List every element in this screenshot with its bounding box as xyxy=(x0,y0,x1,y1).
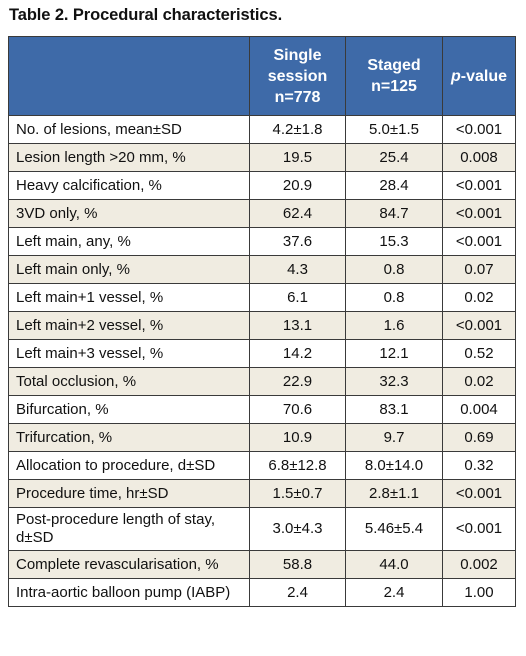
p-value-cell: <0.001 xyxy=(442,227,516,256)
single-session-cell: 3.0±4.3 xyxy=(249,507,346,551)
single-session-cell: 6.8±12.8 xyxy=(249,451,346,480)
table-row: Left main+3 vessel, % 14.2 12.1 0.52 xyxy=(8,339,516,368)
single-session-cell: 19.5 xyxy=(249,143,346,172)
p-value-cell: <0.001 xyxy=(442,507,516,551)
single-session-cell: 20.9 xyxy=(249,171,346,200)
table-row: Heavy calcification, % 20.9 28.4 <0.001 xyxy=(8,171,516,200)
staged-cell: 1.6 xyxy=(345,311,443,340)
single-session-cell: 1.5±0.7 xyxy=(249,479,346,508)
header-empty-cell xyxy=(8,36,250,116)
header-single-session: Single session n=778 xyxy=(249,36,346,116)
header-p-value: p-value xyxy=(442,36,516,116)
staged-cell: 0.8 xyxy=(345,283,443,312)
p-value-cell: 0.07 xyxy=(442,255,516,284)
table-row: Left main only, % 4.3 0.8 0.07 xyxy=(8,255,516,284)
row-label-cell: Procedure time, hr±SD xyxy=(8,479,250,508)
staged-cell: 15.3 xyxy=(345,227,443,256)
row-label-cell: 3VD only, % xyxy=(8,199,250,228)
p-value-cell: 0.52 xyxy=(442,339,516,368)
row-label-cell: No. of lesions, mean±SD xyxy=(8,115,250,144)
header-single-line1: Single xyxy=(273,46,322,64)
p-value-cell: 0.32 xyxy=(442,451,516,480)
table-row: Post-procedure length of stay, d±SD 3.0±4… xyxy=(8,507,516,551)
table-title: Table 2. Procedural characteristics. xyxy=(9,6,283,24)
staged-cell: 2.8±1.1 xyxy=(345,479,443,508)
single-session-cell: 4.3 xyxy=(249,255,346,284)
table-row: Left main+2 vessel, % 13.1 1.6 <0.001 xyxy=(8,311,516,340)
table-row: 3VD only, % 62.4 84.7 <0.001 xyxy=(8,199,516,228)
p-value-cell: 0.008 xyxy=(442,143,516,172)
procedural-characteristics-table: Single session n=778 Staged n=125 p-valu… xyxy=(8,36,516,607)
staged-cell: 8.0±14.0 xyxy=(345,451,443,480)
p-value-cell: <0.001 xyxy=(442,479,516,508)
single-session-cell: 22.9 xyxy=(249,367,346,396)
p-value-cell: <0.001 xyxy=(442,311,516,340)
table-row: Lesion length >20 mm, % 19.5 25.4 0.008 xyxy=(8,143,516,172)
staged-cell: 0.8 xyxy=(345,255,443,284)
p-value-cell: 0.02 xyxy=(442,367,516,396)
table-row: Complete revascularisation, % 58.8 44.0 0.0… xyxy=(8,550,516,579)
p-value-cell: <0.001 xyxy=(442,171,516,200)
row-label-cell: Intra-aortic balloon pump (IABP) xyxy=(8,578,250,607)
single-session-cell: 58.8 xyxy=(249,550,346,579)
row-label-cell: Heavy calcification, % xyxy=(8,171,250,200)
p-value-cell: <0.001 xyxy=(442,115,516,144)
row-label-cell: Left main+3 vessel, % xyxy=(8,339,250,368)
row-label-cell: Left main+1 vessel, % xyxy=(8,283,250,312)
staged-cell: 32.3 xyxy=(345,367,443,396)
single-session-cell: 13.1 xyxy=(249,311,346,340)
staged-cell: 44.0 xyxy=(345,550,443,579)
header-single-line2: session xyxy=(267,67,328,85)
table-row: Procedure time, hr±SD 1.5±0.7 2.8±1.1 <0.00… xyxy=(8,479,516,508)
p-value-cell: <0.001 xyxy=(442,199,516,228)
row-label-cell: Left main+2 vessel, % xyxy=(8,311,250,340)
single-session-cell: 10.9 xyxy=(249,423,346,452)
header-staged: Staged n=125 xyxy=(345,36,443,116)
staged-cell: 12.1 xyxy=(345,339,443,368)
table-row: No. of lesions, mean±SD 4.2±1.8 5.0±1.5 <0.… xyxy=(8,115,516,144)
header-single-line3: n=778 xyxy=(274,88,321,106)
row-label-cell: Left main, any, % xyxy=(8,227,250,256)
staged-cell: 9.7 xyxy=(345,423,443,452)
header-p-italic: p xyxy=(450,67,461,85)
staged-cell: 2.4 xyxy=(345,578,443,607)
table-row: Left main+1 vessel, % 6.1 0.8 0.02 xyxy=(8,283,516,312)
p-value-cell: 0.02 xyxy=(442,283,516,312)
table-row: Total occlusion, % 22.9 32.3 0.02 xyxy=(8,367,516,396)
table-header-row: Single session n=778 Staged n=125 p-valu… xyxy=(8,36,516,116)
row-label-cell: Post-procedure length of stay, d±SD xyxy=(8,507,250,551)
row-label-cell: Complete revascularisation, % xyxy=(8,550,250,579)
table-row: Left main, any, % 37.6 15.3 <0.001 xyxy=(8,227,516,256)
single-session-cell: 70.6 xyxy=(249,395,346,424)
row-label-cell: Trifurcation, % xyxy=(8,423,250,452)
single-session-cell: 4.2±1.8 xyxy=(249,115,346,144)
staged-cell: 5.0±1.5 xyxy=(345,115,443,144)
header-p-rest: -value xyxy=(460,67,508,85)
row-label-cell: Bifurcation, % xyxy=(8,395,250,424)
header-staged-line1: Staged xyxy=(367,57,421,74)
table-row: Allocation to procedure, d±SD 6.8±12.8 8.0… xyxy=(8,451,516,480)
table-row: Bifurcation, % 70.6 83.1 0.004 xyxy=(8,395,516,424)
row-label-cell: Lesion length >20 mm, % xyxy=(8,143,250,172)
p-value-cell: 0.69 xyxy=(442,423,516,452)
single-session-cell: 2.4 xyxy=(249,578,346,607)
staged-cell: 25.4 xyxy=(345,143,443,172)
single-session-cell: 37.6 xyxy=(249,227,346,256)
p-value-cell: 0.002 xyxy=(442,550,516,579)
single-session-cell: 62.4 xyxy=(249,199,346,228)
row-label-cell: Left main only, % xyxy=(8,255,250,284)
staged-cell: 5.46±5.4 xyxy=(345,507,443,551)
row-label-cell: Allocation to procedure, d±SD xyxy=(8,451,250,480)
single-session-cell: 6.1 xyxy=(249,283,346,312)
staged-cell: 83.1 xyxy=(345,395,443,424)
staged-cell: 84.7 xyxy=(345,199,443,228)
header-staged-line2: n=125 xyxy=(371,78,417,95)
table-row: Intra-aortic balloon pump (IABP) 2.4 2.4 1.… xyxy=(8,578,516,607)
staged-cell: 28.4 xyxy=(345,171,443,200)
row-label-cell: Total occlusion, % xyxy=(8,367,250,396)
table-row: Trifurcation, % 10.9 9.7 0.69 xyxy=(8,423,516,452)
p-value-cell: 0.004 xyxy=(442,395,516,424)
single-session-cell: 14.2 xyxy=(249,339,346,368)
p-value-cell: 1.00 xyxy=(442,578,516,607)
